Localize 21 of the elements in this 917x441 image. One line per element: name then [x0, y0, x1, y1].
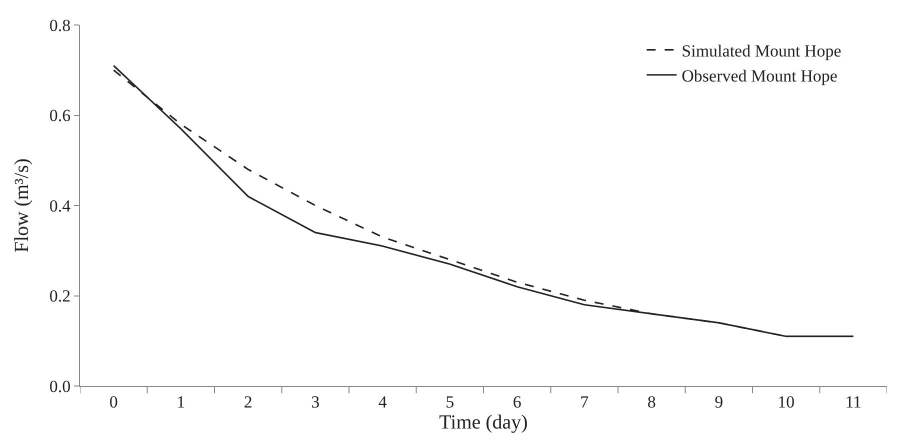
x-tick-label: 7	[580, 392, 590, 412]
x-axis-title: Time (day)	[439, 411, 528, 434]
x-tick-label: 11	[845, 392, 862, 412]
x-tick-label: 0	[109, 392, 118, 412]
x-tick-label: 1	[176, 392, 186, 412]
x-tick-label: 5	[446, 392, 454, 412]
y-tick-label: 0.2	[49, 286, 71, 306]
x-tick-label: 9	[714, 392, 724, 412]
x-tick-label: 2	[244, 392, 252, 412]
x-tick-label: 3	[311, 392, 320, 412]
legend-label: Observed Mount Hope	[682, 66, 838, 86]
x-tick-label: 6	[512, 392, 522, 412]
x-tick-label: 4	[378, 392, 388, 412]
y-tick-label: 0.6	[49, 106, 71, 126]
x-tick-label: 8	[647, 392, 656, 412]
y-tick-label: 0.8	[49, 16, 71, 35]
legend-label: Simulated Mount Hope	[682, 41, 842, 60]
y-axis-title: Flow (m³/s)	[10, 158, 33, 253]
x-tick-label: 10	[778, 392, 795, 412]
y-tick-label: 0.0	[49, 376, 71, 396]
y-tick-label: 0.4	[49, 196, 72, 216]
